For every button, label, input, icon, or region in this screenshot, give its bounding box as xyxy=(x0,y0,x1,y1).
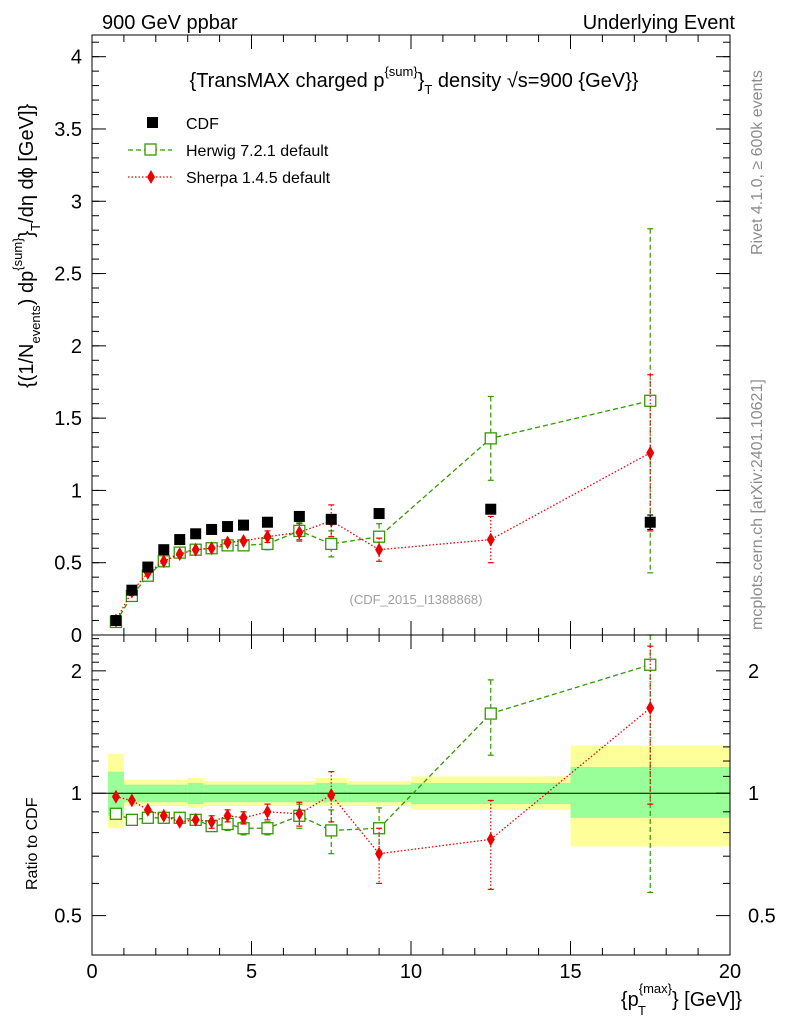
ratio-panel: 0.5 0.5 1 1 2 2 0 5 10 15 20 Ratio to CDF {p{max}… xyxy=(24,634,776,1018)
x-tick-label: 0 xyxy=(86,961,97,983)
legend-sherpa-label: Sherpa 1.4.5 default xyxy=(186,170,331,187)
sherpa-ratio-point xyxy=(239,810,248,825)
legend-herwig-label: Herwig 7.2.1 default xyxy=(186,143,329,160)
main-y-label: {(1/Nevents) dp{sum}}T/dη dϕ [GeV]} xyxy=(10,103,43,388)
sherpa-ratio-point xyxy=(143,802,152,817)
sherpa-main-point xyxy=(191,542,200,557)
main-title: {TransMAX charged p{sum}}T density √s=90… xyxy=(190,64,639,97)
ratio-axis-ticks xyxy=(91,635,731,956)
main-ytick-label: 1 xyxy=(71,480,82,502)
cdf-main-point xyxy=(238,519,250,531)
cdf-main-point xyxy=(110,615,122,627)
sherpa-main-point xyxy=(239,534,248,549)
ratio-y-label: Ratio to CDF xyxy=(24,797,41,890)
cdf-main-point xyxy=(373,508,385,520)
x-axis-label: {p{max} T} [GeV]} xyxy=(621,981,742,1018)
sherpa-ratio-point xyxy=(375,846,384,861)
herwig-main-point xyxy=(484,432,497,445)
main-ytick-label: 3.5 xyxy=(54,119,82,141)
mcplots-info: mcplots.cern.ch [arXiv:2401.10621] xyxy=(749,379,766,630)
ratio-y-tick-labels: 0.5 0.5 1 1 2 2 xyxy=(54,661,776,928)
cdf-main-point xyxy=(293,510,305,522)
sherpa-ratio-point xyxy=(159,808,168,823)
analysis-watermark: (CDF_2015_I1388868) xyxy=(350,592,483,607)
legend: CDF Herwig 7.2.1 default Sherpa 1.4.5 de… xyxy=(128,116,331,187)
main-ytick-label: 2 xyxy=(71,336,82,358)
sherpa-ratio-point xyxy=(327,787,336,802)
sherpa-ratio-point xyxy=(223,808,232,823)
herwig-ratio-point xyxy=(261,822,274,835)
main-axis-ticks xyxy=(91,35,731,636)
header-left: 900 GeV ppbar xyxy=(102,12,238,34)
cdf-main-point xyxy=(190,528,202,540)
sherpa-main-point xyxy=(295,525,304,540)
main-ytick-label: 4 xyxy=(71,47,82,69)
x-tick-label: 10 xyxy=(400,961,422,983)
herwig-ratio-point xyxy=(109,807,123,820)
sherpa-ratio-point xyxy=(207,814,216,829)
cdf-main-point xyxy=(174,534,186,546)
cdf-main-point xyxy=(485,503,497,515)
sherpa-main-point xyxy=(207,541,216,556)
sherpa-main-point xyxy=(263,529,272,544)
sherpa-ratio-point xyxy=(646,701,655,716)
sherpa-ratio-point xyxy=(263,804,272,819)
main-ytick-label: 2.5 xyxy=(54,264,82,286)
header-right: Underlying Event xyxy=(583,12,736,34)
rivet-info: Rivet 4.1.0, ≥ 600k events xyxy=(749,70,766,255)
cdf-main-point xyxy=(644,516,656,528)
legend-cdf-label: CDF xyxy=(186,116,219,133)
cdf-main-point xyxy=(261,516,273,528)
cdf-main-point xyxy=(222,521,234,533)
sherpa-main-point xyxy=(223,535,232,550)
cdf-main-point xyxy=(158,544,170,556)
sherpa-main-point xyxy=(486,532,495,547)
cdf-main-point xyxy=(206,523,218,535)
cdf-main-point xyxy=(126,584,138,596)
sherpa-ratio-point xyxy=(486,832,495,847)
herwig-ratio-point xyxy=(484,707,497,720)
legend-cdf-marker xyxy=(147,117,158,128)
sherpa-main-point xyxy=(646,445,655,460)
ratio-ytick-label-left: 1 xyxy=(71,783,82,805)
legend-herwig-marker xyxy=(144,143,157,156)
ratio-ytick-label-left: 0.5 xyxy=(54,906,82,928)
herwig-main-point xyxy=(372,530,386,543)
main-y-tick-labels: 0 0.5 1 1.5 2 2.5 3 3.5 4 xyxy=(54,47,82,647)
main-panel: (CDF_2015_I1388868) 0 0.5 1 1.5 2 2.5 3 3.5 4 {T… xyxy=(10,34,731,647)
main-ytick-label: 1.5 xyxy=(54,408,82,430)
ratio-ytick-label-right: 1 xyxy=(748,783,759,805)
legend-sherpa-marker xyxy=(147,170,155,184)
ratio-ytick-label-right: 2 xyxy=(748,661,759,683)
main-ytick-label: 0 xyxy=(71,625,82,647)
herwig-ratio-point xyxy=(325,824,338,837)
x-tick-label: 20 xyxy=(719,961,741,983)
ratio-uncertainty-bands xyxy=(107,745,730,847)
main-ytick-label: 0.5 xyxy=(54,553,82,575)
x-tick-label: 5 xyxy=(246,961,257,983)
sherpa-ratio-point xyxy=(175,814,184,829)
cdf-main-point xyxy=(142,561,154,573)
sherpa-main-point xyxy=(175,547,184,562)
x-tick-labels: 0 5 10 15 20 xyxy=(86,961,741,983)
sherpa-main-point xyxy=(159,554,168,569)
sherpa-ratio-point xyxy=(191,812,200,827)
sherpa-ratio-point xyxy=(111,789,120,804)
sherpa-main-point xyxy=(375,542,384,557)
main-ytick-label: 3 xyxy=(71,191,82,213)
ratio-ytick-label-right: 0.5 xyxy=(748,906,776,928)
herwig-ratio-point xyxy=(125,813,139,826)
sherpa-ratio-point xyxy=(127,793,136,808)
x-tick-label: 15 xyxy=(559,961,581,983)
herwig-main-point xyxy=(325,537,338,551)
ratio-ytick-label-left: 2 xyxy=(71,661,82,683)
sherpa-ratio-point xyxy=(295,806,304,821)
cdf-main-point xyxy=(325,513,337,525)
